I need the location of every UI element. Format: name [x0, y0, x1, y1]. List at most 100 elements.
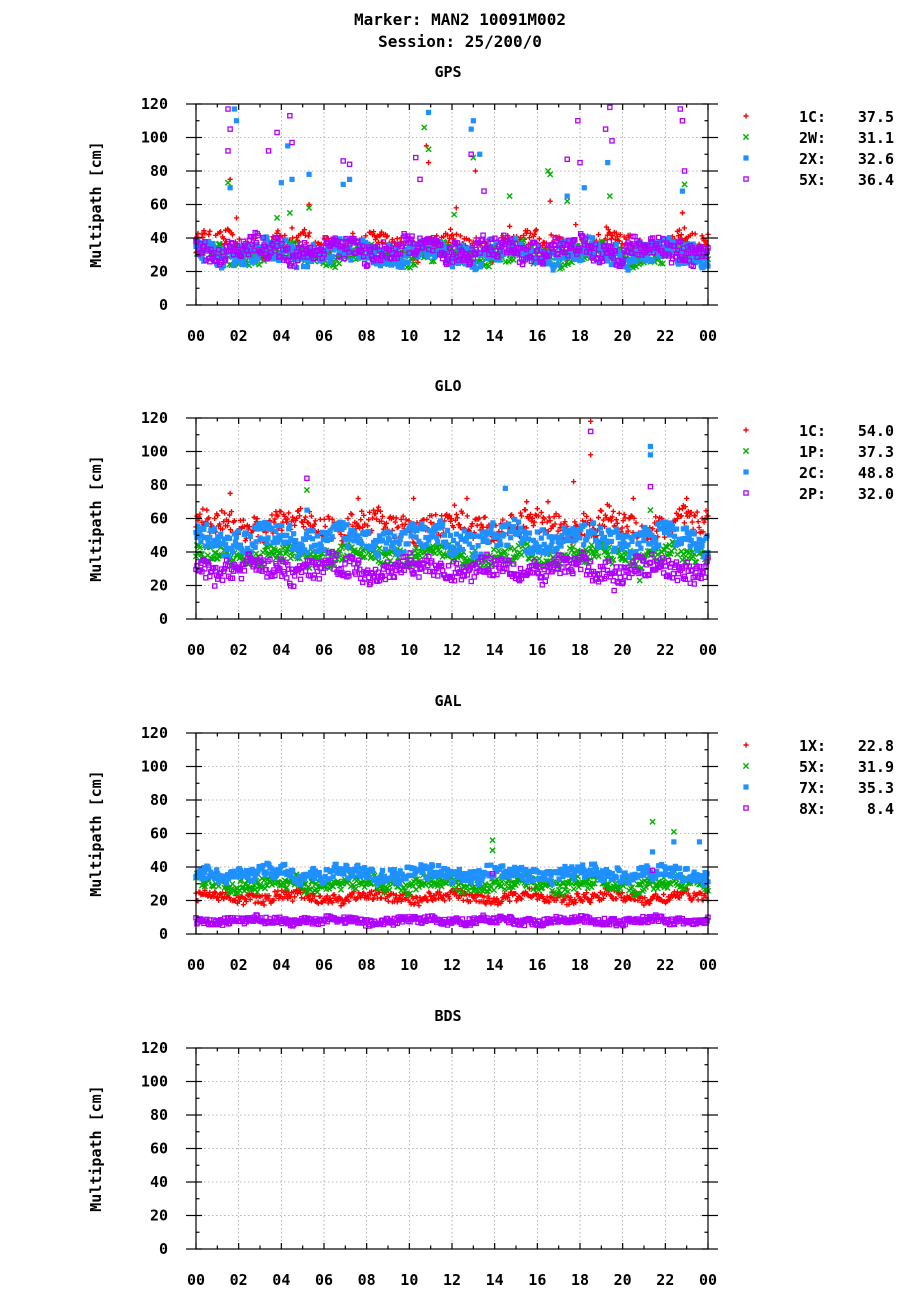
data-point [445, 563, 452, 569]
data-point [677, 106, 684, 112]
data-point [616, 570, 622, 576]
data-point [291, 244, 297, 251]
data-point [611, 587, 617, 594]
legend: 1C:54.01P:37.32C:48.82P:32.0 [742, 422, 894, 503]
data-point [208, 246, 214, 253]
data-point [374, 255, 381, 261]
data-point [468, 533, 474, 540]
data-point [524, 227, 531, 234]
data-point [529, 550, 536, 557]
data-point [211, 243, 217, 250]
data-point [303, 257, 310, 263]
data-point [565, 560, 572, 567]
data-point [596, 544, 603, 550]
y-tick-label: 40 [150, 543, 168, 561]
data-point [536, 236, 542, 242]
data-point [284, 575, 290, 581]
data-point [255, 255, 261, 261]
data-point [209, 255, 215, 262]
data-point [558, 543, 564, 549]
data-point [633, 520, 639, 526]
data-point [544, 167, 552, 175]
data-point [382, 546, 389, 552]
data-point [432, 254, 438, 260]
data-point [632, 252, 638, 259]
data-point [346, 249, 352, 255]
data-point [548, 232, 554, 238]
data-point [291, 263, 298, 269]
data-point [459, 242, 465, 248]
data-point [373, 261, 380, 267]
data-point [505, 542, 511, 548]
data-point [282, 232, 288, 239]
data-point [272, 572, 278, 579]
data-point [315, 252, 321, 258]
data-point [689, 519, 695, 525]
x-tick-label: 10 [400, 641, 418, 659]
data-point [229, 240, 236, 247]
data-point [656, 253, 662, 259]
data-point [384, 233, 390, 239]
data-point [590, 520, 597, 526]
x-tick-label: 00 [699, 641, 717, 659]
data-point [292, 522, 298, 528]
data-point [681, 520, 687, 526]
data-point [612, 547, 618, 553]
data-point [250, 246, 256, 252]
data-point [345, 515, 351, 522]
data-point [303, 486, 311, 494]
data-point [546, 514, 552, 520]
data-point [636, 540, 642, 546]
data-point [216, 240, 223, 248]
data-point [538, 248, 544, 254]
data-point [471, 574, 477, 580]
data-point [628, 259, 634, 265]
x-tick-label: 18 [571, 327, 589, 345]
data-point [233, 215, 240, 221]
data-point [626, 554, 632, 560]
data-point [287, 112, 293, 119]
data-point [287, 522, 293, 528]
data-point [336, 253, 342, 259]
data-point [227, 185, 233, 191]
legend-colon: : [817, 422, 826, 440]
data-point [595, 514, 602, 521]
data-point [275, 235, 281, 242]
data-point [485, 539, 491, 546]
legend-colon: : [817, 129, 826, 147]
data-point [401, 259, 407, 266]
x-tick-label: 00 [187, 641, 205, 659]
data-point [656, 542, 662, 548]
data-point [564, 198, 571, 205]
data-point [700, 569, 706, 576]
data-point [291, 531, 297, 537]
data-point [355, 495, 361, 501]
legend-marker [743, 490, 749, 496]
data-point [212, 526, 218, 532]
data-point [204, 507, 210, 513]
data-point [577, 535, 583, 541]
data-point [515, 519, 522, 525]
data-point [306, 230, 313, 236]
data-point [647, 443, 653, 450]
data-point [274, 523, 280, 529]
data-point [235, 528, 242, 534]
data-point [202, 239, 208, 245]
data-point [507, 240, 513, 247]
data-point [538, 509, 544, 516]
data-point [290, 247, 296, 253]
legend-rms-value: 32.0 [858, 485, 894, 503]
data-point [424, 542, 430, 548]
x-tick-label: 04 [272, 641, 290, 659]
legend-rms-value: 31.1 [858, 129, 894, 147]
data-point [396, 252, 402, 258]
data-point [555, 251, 561, 257]
data-point [659, 260, 666, 267]
data-point [513, 235, 519, 241]
data-point [383, 234, 389, 240]
data-point [636, 577, 643, 584]
data-point [264, 540, 270, 546]
data-point [469, 544, 475, 551]
data-point [647, 249, 653, 255]
